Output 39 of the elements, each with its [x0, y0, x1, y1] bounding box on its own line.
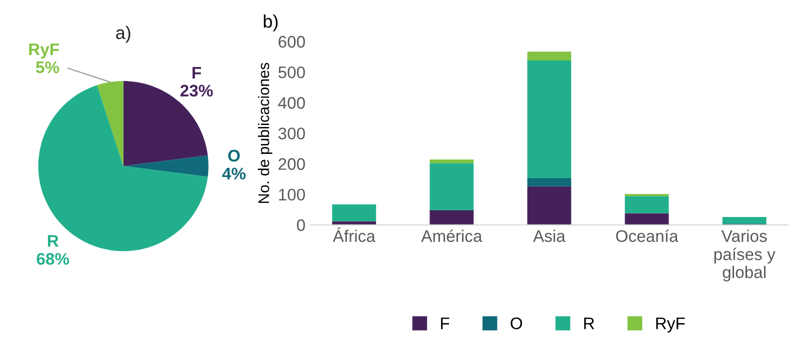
chart-title: a) [116, 26, 130, 43]
x-tick-label: Oceanía [616, 230, 678, 242]
y-tick-label: 0 [296, 219, 305, 232]
bar [332, 221, 376, 225]
slice-label: F [192, 66, 202, 78]
legend-label: RyF [656, 318, 685, 333]
bar [430, 210, 474, 225]
data-label: 5% [36, 61, 60, 74]
data-label: 68% [36, 252, 70, 265]
bar [624, 196, 669, 214]
y-tick-label: 600 [278, 36, 305, 48]
bar [332, 204, 376, 222]
data-label: 23% [180, 84, 213, 97]
x-tick-label: Asia [533, 230, 566, 242]
x-tick-label: Varios países y global [714, 230, 776, 282]
slice-label: R [48, 235, 59, 247]
bar [722, 216, 766, 224]
y-tick-label: 500 [278, 66, 305, 78]
slice-label: O [228, 150, 240, 162]
bar [624, 213, 669, 225]
y-tick-label: 200 [278, 158, 305, 170]
y-tick-label: 400 [278, 97, 305, 109]
legend-label: R [584, 318, 594, 330]
x-tick-label: África [332, 227, 376, 242]
data-label: 4% [222, 168, 246, 180]
bar [527, 186, 572, 225]
bar [527, 178, 572, 186]
chart-title: b) [264, 14, 278, 32]
legend-label: O [510, 317, 522, 330]
bar [430, 163, 474, 210]
y-tick-label: 100 [279, 188, 305, 201]
x-tick-label: América [421, 230, 482, 242]
bar [430, 159, 474, 164]
bar [527, 52, 572, 60]
bar [527, 60, 572, 178]
y-axis-title: No. de publicaciones [258, 62, 272, 203]
legend-label: F [441, 318, 450, 330]
y-tick-label: 300 [278, 128, 305, 140]
slice-label: RyF [29, 44, 59, 59]
